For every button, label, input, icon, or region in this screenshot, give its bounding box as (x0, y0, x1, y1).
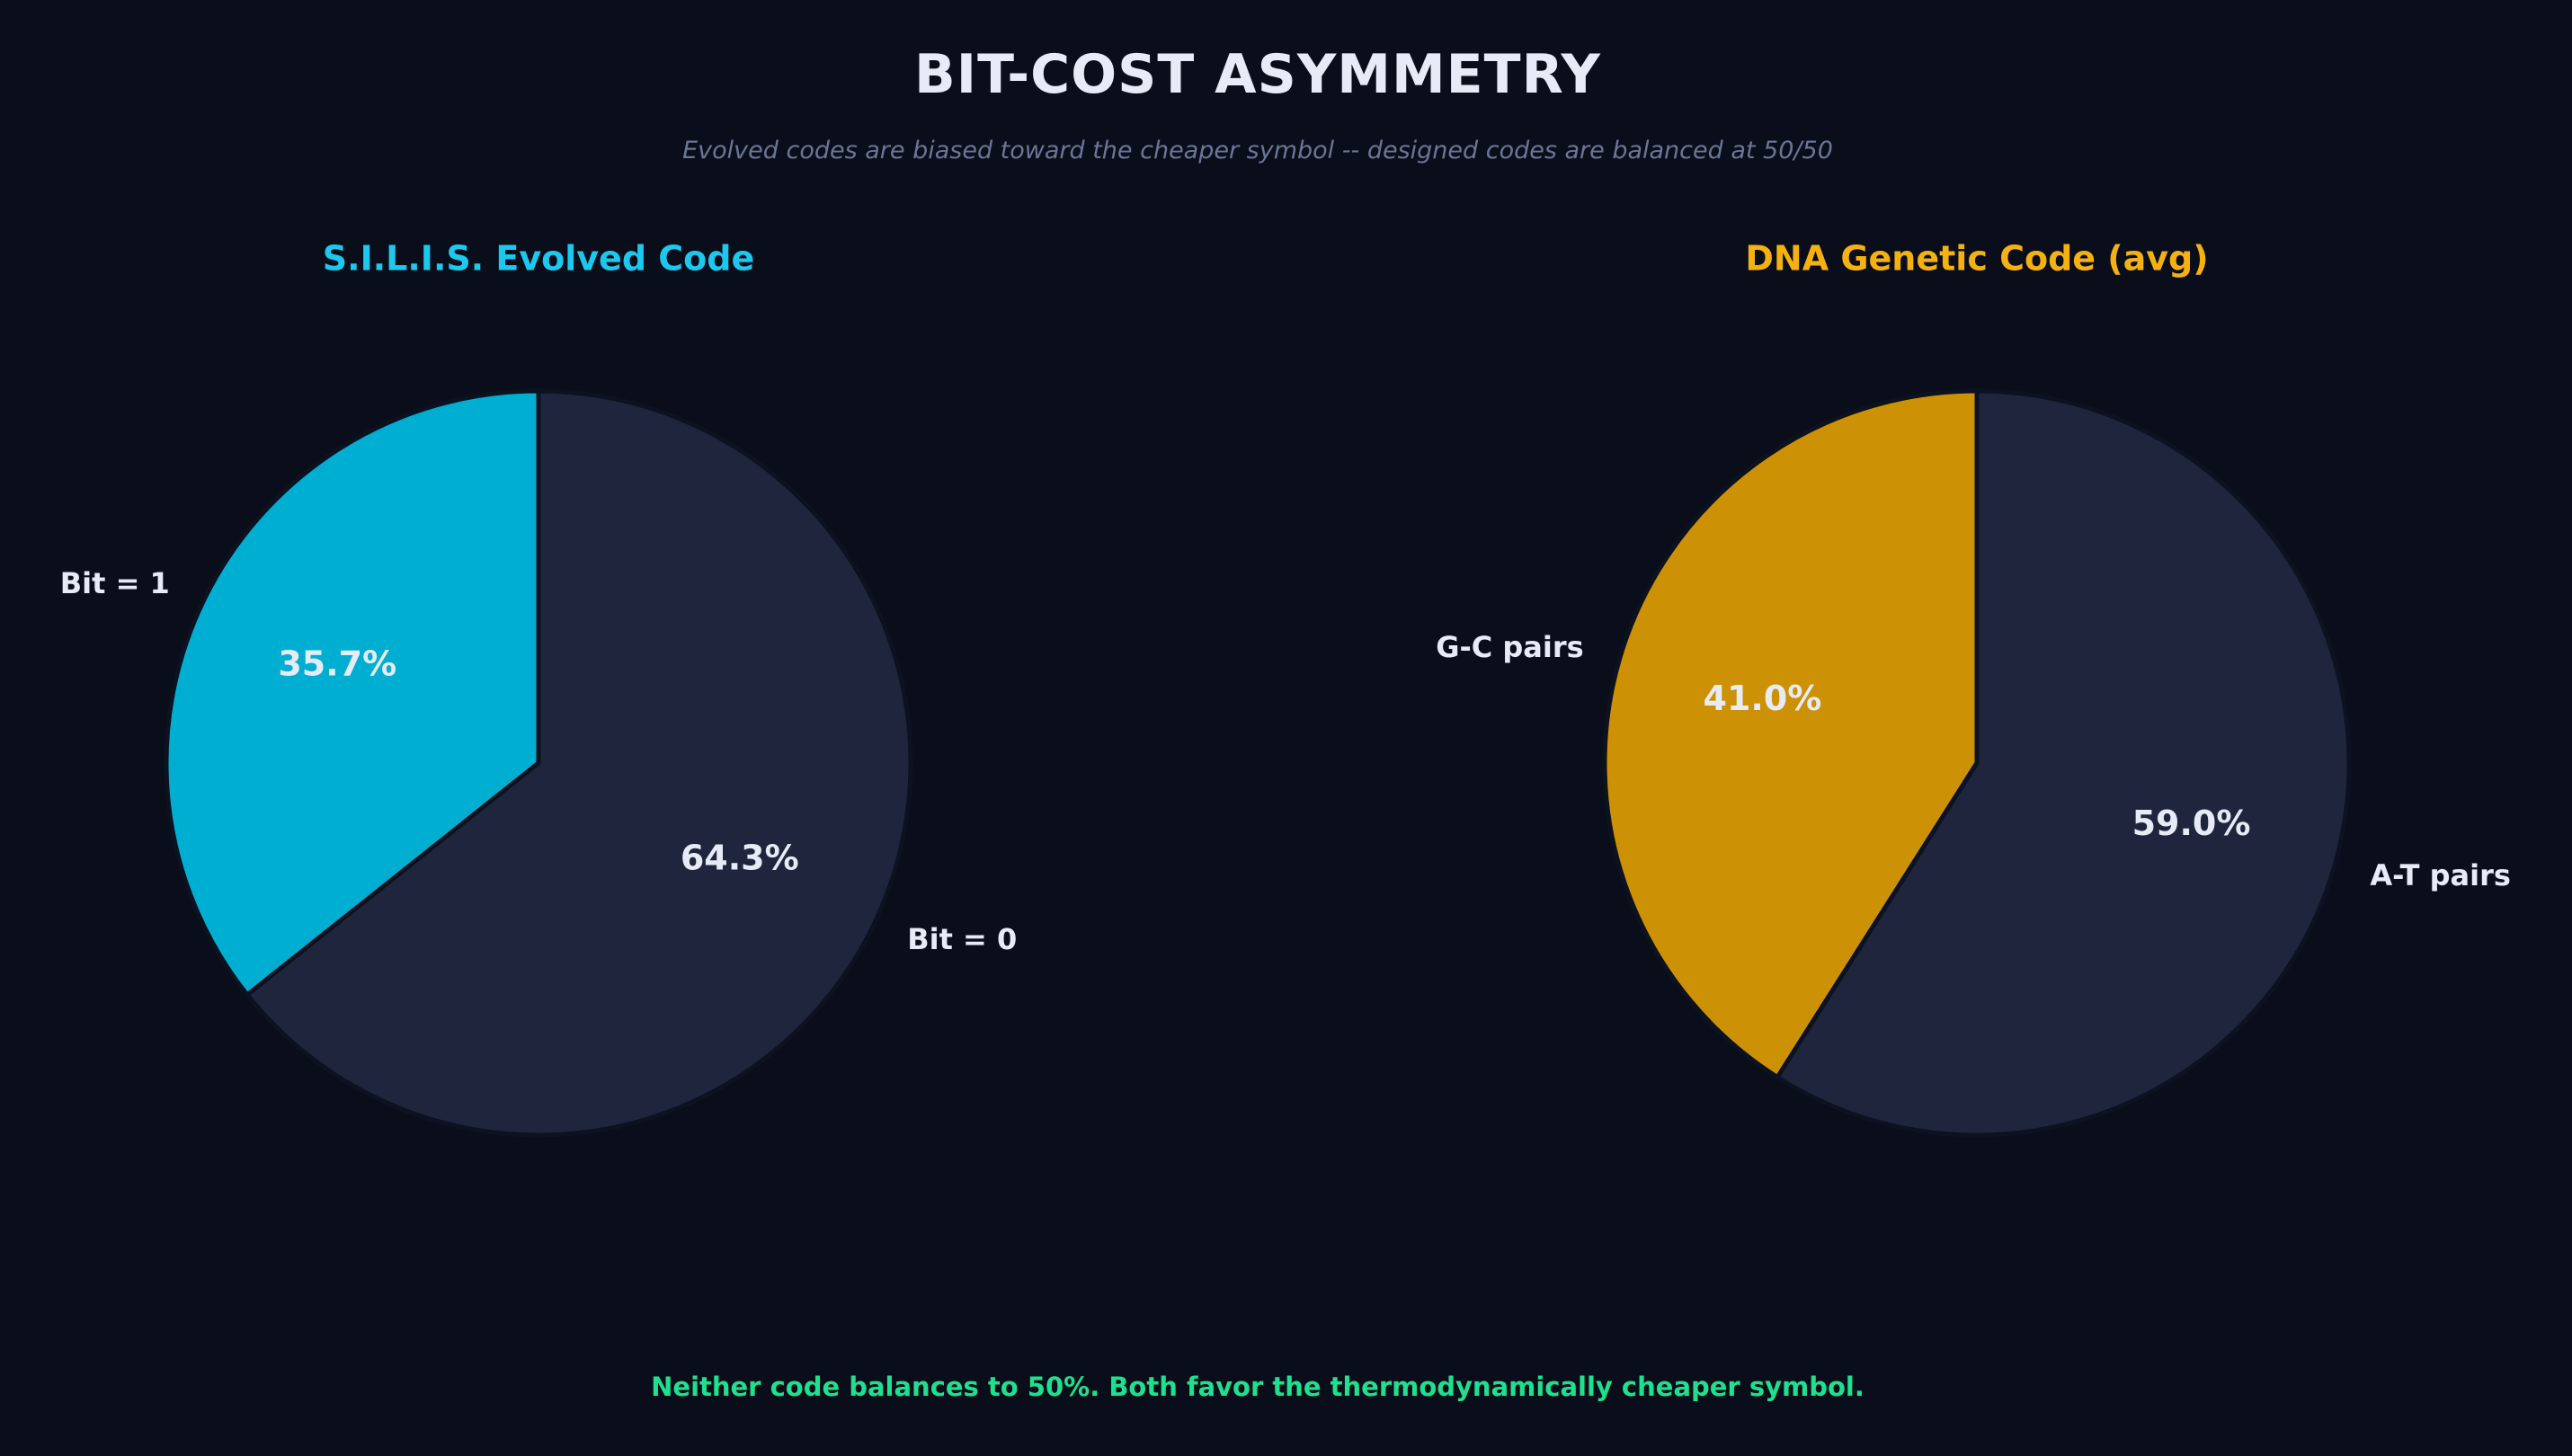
pie-value-label-1-1: 35.7% (278, 644, 396, 684)
pie-value-label-2-1: 41.0% (1704, 679, 1822, 718)
pie-slice-1-2 (245, 388, 913, 1138)
pie-category-label-1-2: Bit = 0 (907, 922, 1017, 956)
footer-note: Neither code balances to 50%. Both favor… (651, 1372, 1864, 1402)
pie-slice-1-1 (164, 388, 541, 998)
pie-chart-2: DNA Genetic Code (avg) 41.0% G-C pairs 59.0… (1436, 239, 2511, 1138)
pie-category-label-1-1: Bit = 1 (60, 566, 170, 600)
pie-value-label-1-2: 64.3% (681, 838, 799, 877)
page-title: BIT-COST ASYMMETRY (914, 43, 1601, 106)
pie-category-label-2-2: A-T pairs (2370, 858, 2511, 892)
pie-chart-1-title: S.I.L.I.S. Evolved Code (323, 239, 754, 279)
pie-chart-2-title: DNA Genetic Code (avg) (1745, 239, 2208, 279)
pie-slice-2-2 (1775, 388, 2352, 1138)
page-subtitle: Evolved codes are biased toward the chea… (682, 137, 1833, 164)
pie-chart-1: S.I.L.I.S. Evolved Code 35.7% Bit = 1 64.3%… (60, 239, 1017, 1138)
pie-category-label-2-1: G-C pairs (1436, 630, 1583, 664)
pie-value-label-2-2: 59.0% (2132, 803, 2251, 843)
